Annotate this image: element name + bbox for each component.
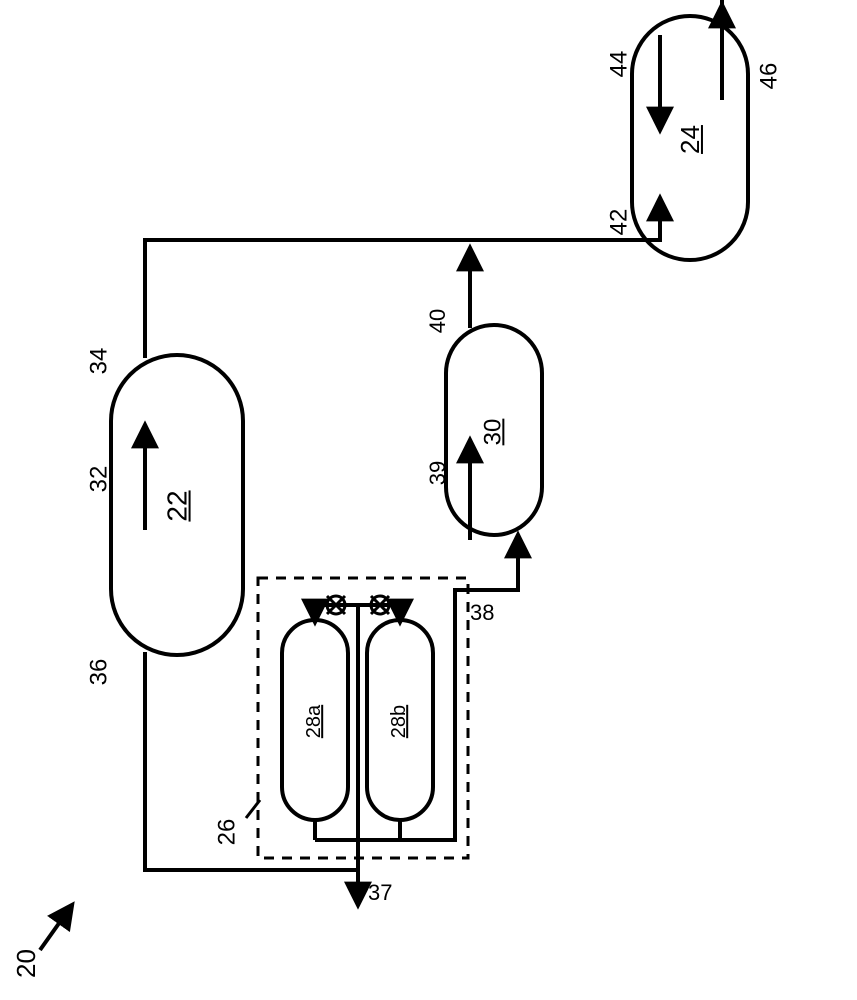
group-26-box: [258, 578, 468, 858]
vessel-30-label: 30: [479, 419, 507, 446]
label-34: 34: [85, 348, 113, 375]
label-44: 44: [605, 51, 633, 78]
label-20: 20: [11, 949, 42, 978]
label-39: 39: [425, 461, 451, 485]
label-46: 46: [755, 63, 783, 90]
vessel-22-label: 22: [162, 490, 194, 521]
vessel-24-label: 24: [675, 125, 706, 154]
label-32: 32: [85, 466, 113, 493]
label-36: 36: [85, 659, 113, 686]
label-42: 42: [605, 209, 633, 236]
system-20-arrow: [40, 905, 72, 950]
vessel-28b-label: 28b: [388, 705, 411, 738]
stream-38: [400, 535, 518, 840]
label-38: 38: [470, 600, 494, 626]
process-diagram: [0, 0, 857, 1000]
stream-36: [145, 652, 358, 870]
label-26: 26: [213, 819, 241, 846]
vessel-28a-label: 28a: [303, 705, 326, 738]
label-40: 40: [425, 309, 451, 333]
stream-34-42: [145, 198, 660, 358]
label-37: 37: [368, 880, 392, 906]
